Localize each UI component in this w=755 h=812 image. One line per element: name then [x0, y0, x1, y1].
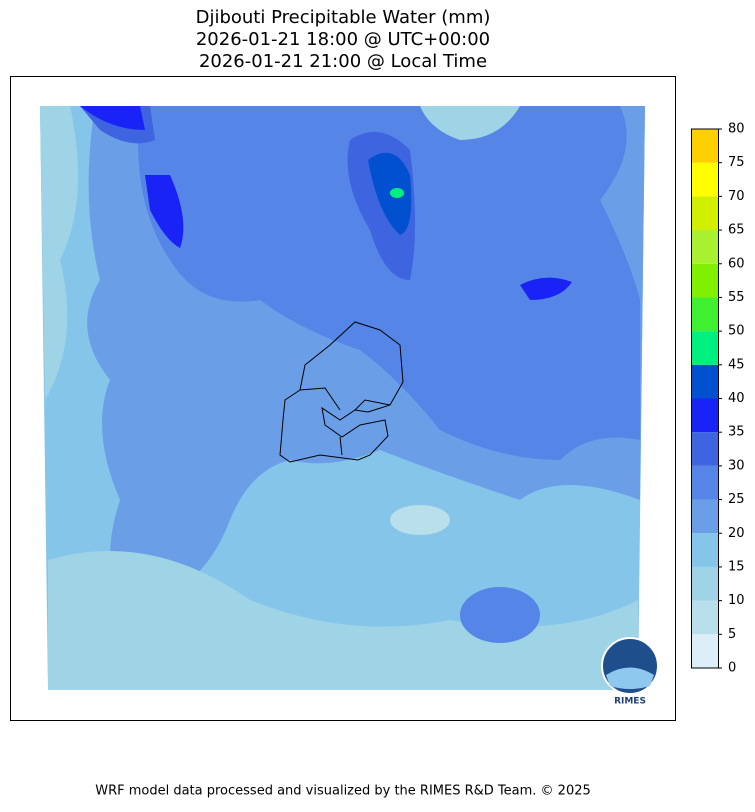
colorbar-tick-label: 5 [728, 627, 736, 642]
colorbar-tick-label: 10 [728, 593, 745, 608]
colorbar-segment [691, 634, 718, 668]
title-line: Djibouti Precipitable Water (mm) [196, 7, 491, 28]
footer: WRF model data processed and visualized … [95, 784, 591, 799]
colorbar: 0 5 10 15 20 25 30 35 40 45 50 55 60 65 70 75 80 [691, 122, 745, 676]
colorbar-tick-label: 20 [728, 526, 745, 541]
colorbar-segment [691, 297, 718, 332]
colorbar-segment [691, 364, 718, 399]
colorbar-segment [691, 566, 718, 601]
colorbar-segment [691, 263, 718, 298]
colorbar-tick-label: 75 [728, 155, 745, 170]
colorbar-segment [691, 230, 718, 264]
colorbar-segment [691, 129, 718, 163]
colorbar-segment [691, 331, 718, 365]
colorbar-segment [691, 533, 718, 567]
colorbar-segment [691, 196, 718, 231]
colorbar-tick-label: 30 [728, 458, 745, 473]
colorbar-segment [691, 499, 718, 534]
map-field [40, 106, 646, 690]
colorbar-tick-label: 0 [728, 661, 736, 676]
colorbar-tick-label: 15 [728, 559, 745, 574]
logo: RIMES [601, 637, 659, 707]
colorbar-segment [691, 432, 718, 466]
title-line: 2026-01-21 18:00 @ UTC+00:00 [196, 29, 490, 50]
colorbar-segment [691, 465, 718, 500]
colorbar-tick-label: 80 [728, 122, 745, 137]
colorbar-tick-label: 65 [728, 223, 745, 238]
colorbar-tick-label: 50 [728, 324, 745, 339]
colorbar-tick-label: 40 [728, 391, 745, 406]
colorbar-segment [691, 162, 718, 197]
colorbar-tick-label: 45 [728, 357, 745, 372]
title-line: 2026-01-21 21:00 @ Local Time [199, 51, 487, 72]
logo-text: RIMES [614, 697, 646, 707]
colorbar-tick-label: 70 [728, 189, 745, 204]
colorbar-segment [691, 398, 718, 433]
colorbar-segment [691, 600, 718, 635]
colorbar-tick-label: 35 [728, 425, 745, 440]
colorbar-tick-label: 60 [728, 256, 745, 271]
colorbar-tick-label: 55 [728, 290, 745, 305]
colorbar-tick-label: 25 [728, 492, 745, 507]
